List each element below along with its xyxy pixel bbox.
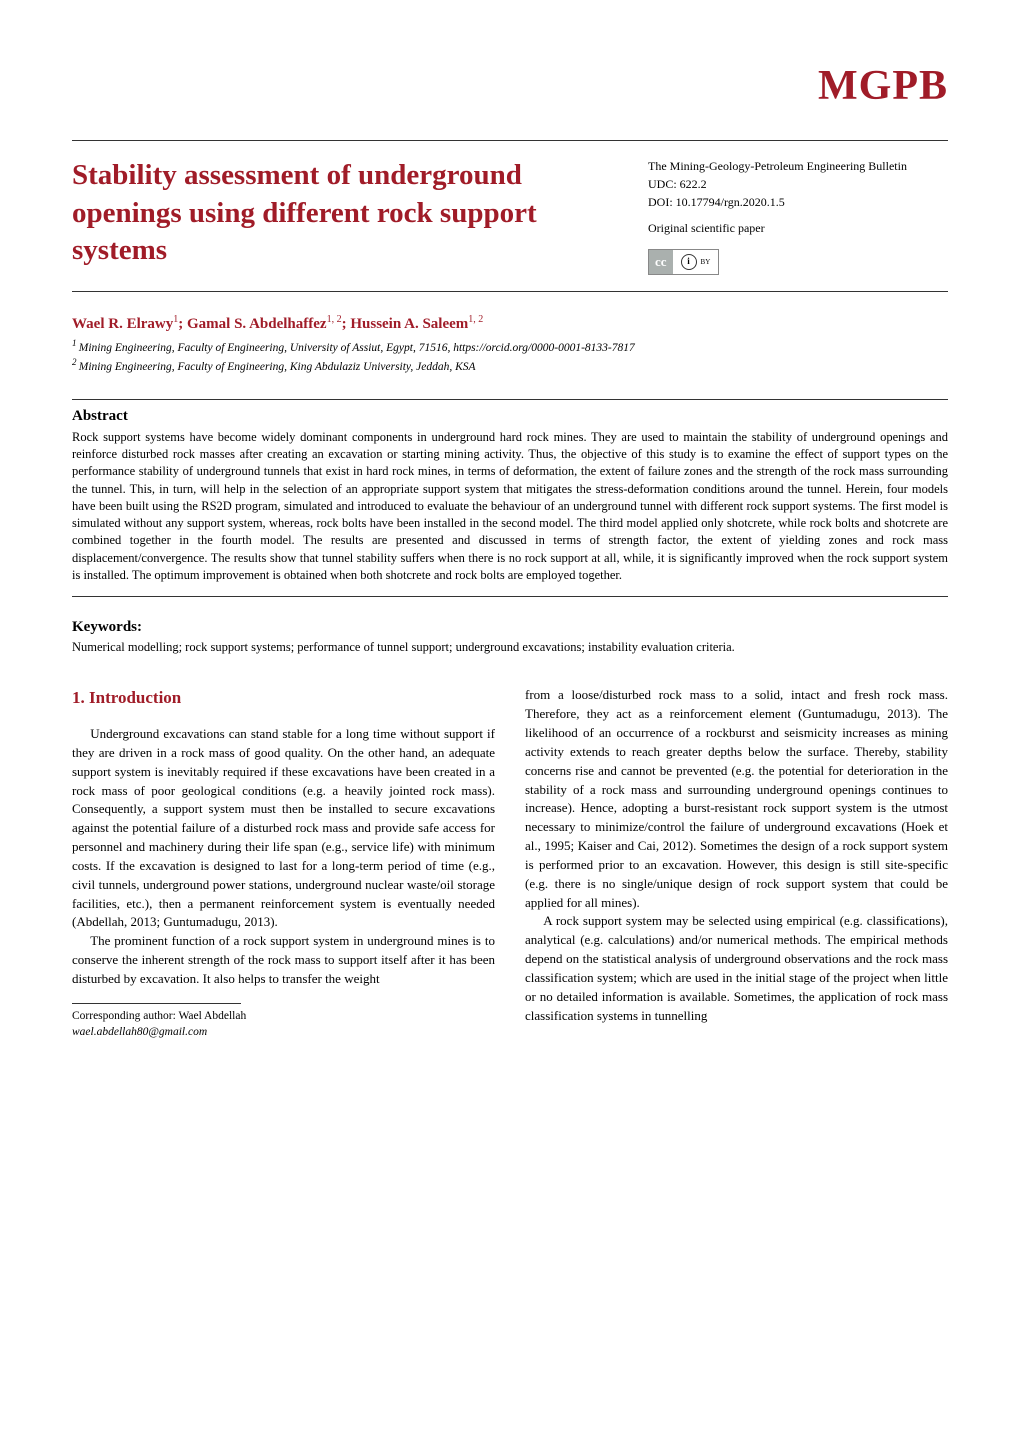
corresponding-rule — [72, 1003, 241, 1004]
author-3-sup: 1, 2 — [468, 314, 483, 325]
affiliation-2-text: Mining Engineering, Faculty of Engineeri… — [79, 361, 476, 373]
author-sep-1: ; — [178, 316, 187, 332]
author-2-sup: 1, 2 — [327, 314, 342, 325]
affiliation-1: 1 Mining Engineering, Faculty of Enginee… — [72, 337, 948, 356]
two-column-body: 1. Introduction Underground excavations … — [72, 686, 948, 1040]
affiliation-1-text: Mining Engineering, Faculty of Engineeri… — [79, 342, 635, 354]
section-heading-intro: 1. Introduction — [72, 686, 495, 711]
udc-code: UDC: 622.2 — [648, 175, 948, 193]
logo-row: MGPB — [72, 62, 948, 110]
abstract-heading: Abstract — [72, 408, 948, 425]
corresponding-author-email: wael.abdellah80@gmail.com — [72, 1024, 495, 1041]
doi: DOI: 10.17794/rgn.2020.1.5 — [648, 193, 948, 211]
abstract-text: Rock support systems have become widely … — [72, 429, 948, 584]
journal-name: The Mining-Geology-Petroleum Engineering… — [648, 157, 948, 175]
author-2-name: Gamal S. Abdelhaffez — [187, 316, 327, 332]
keywords-heading: Keywords: — [72, 619, 948, 636]
page: MGPB Stability assessment of underground… — [0, 0, 1020, 1091]
intro-paragraph-2: The prominent function of a rock support… — [72, 932, 495, 989]
cc-by-symbol-icon: i — [681, 254, 697, 270]
title-block: Stability assessment of underground open… — [72, 140, 948, 292]
affiliation-2: 2 Mining Engineering, Faculty of Enginee… — [72, 356, 948, 375]
author-1-name: Wael R. Elrawy — [72, 316, 173, 332]
column-left: 1. Introduction Underground excavations … — [72, 686, 495, 1040]
cc-icon: cc — [649, 250, 673, 274]
keywords-block: Keywords: Numerical modelling; rock supp… — [72, 619, 948, 656]
authors-line: Wael R. Elrawy1; Gamal S. Abdelhaffez1, … — [72, 314, 948, 333]
keywords-text: Numerical modelling; rock support system… — [72, 639, 948, 656]
cc-license-badge: cc i BY — [648, 249, 719, 275]
abstract-block: Abstract Rock support systems have becom… — [72, 399, 948, 597]
cc-by-icon: i BY — [673, 250, 719, 274]
paper-type: Original scientific paper — [648, 219, 948, 237]
intro-paragraph-3: from a loose/disturbed rock mass to a so… — [525, 686, 948, 912]
affiliations: 1 Mining Engineering, Faculty of Enginee… — [72, 337, 948, 375]
author-3-name: Hussein A. Saleem — [350, 316, 468, 332]
intro-paragraph-1: Underground excavations can stand stable… — [72, 725, 495, 932]
corresponding-author-label: Corresponding author: Wael Abdellah — [72, 1008, 495, 1024]
journal-logo: MGPB — [818, 62, 948, 110]
cc-by-text: BY — [701, 257, 711, 268]
column-right: from a loose/disturbed rock mass to a so… — [525, 686, 948, 1040]
intro-paragraph-4: A rock support system may be selected us… — [525, 912, 948, 1025]
title-left: Stability assessment of underground open… — [72, 157, 648, 270]
paper-title: Stability assessment of underground open… — [72, 157, 618, 270]
meta-block: The Mining-Geology-Petroleum Engineering… — [648, 157, 948, 275]
